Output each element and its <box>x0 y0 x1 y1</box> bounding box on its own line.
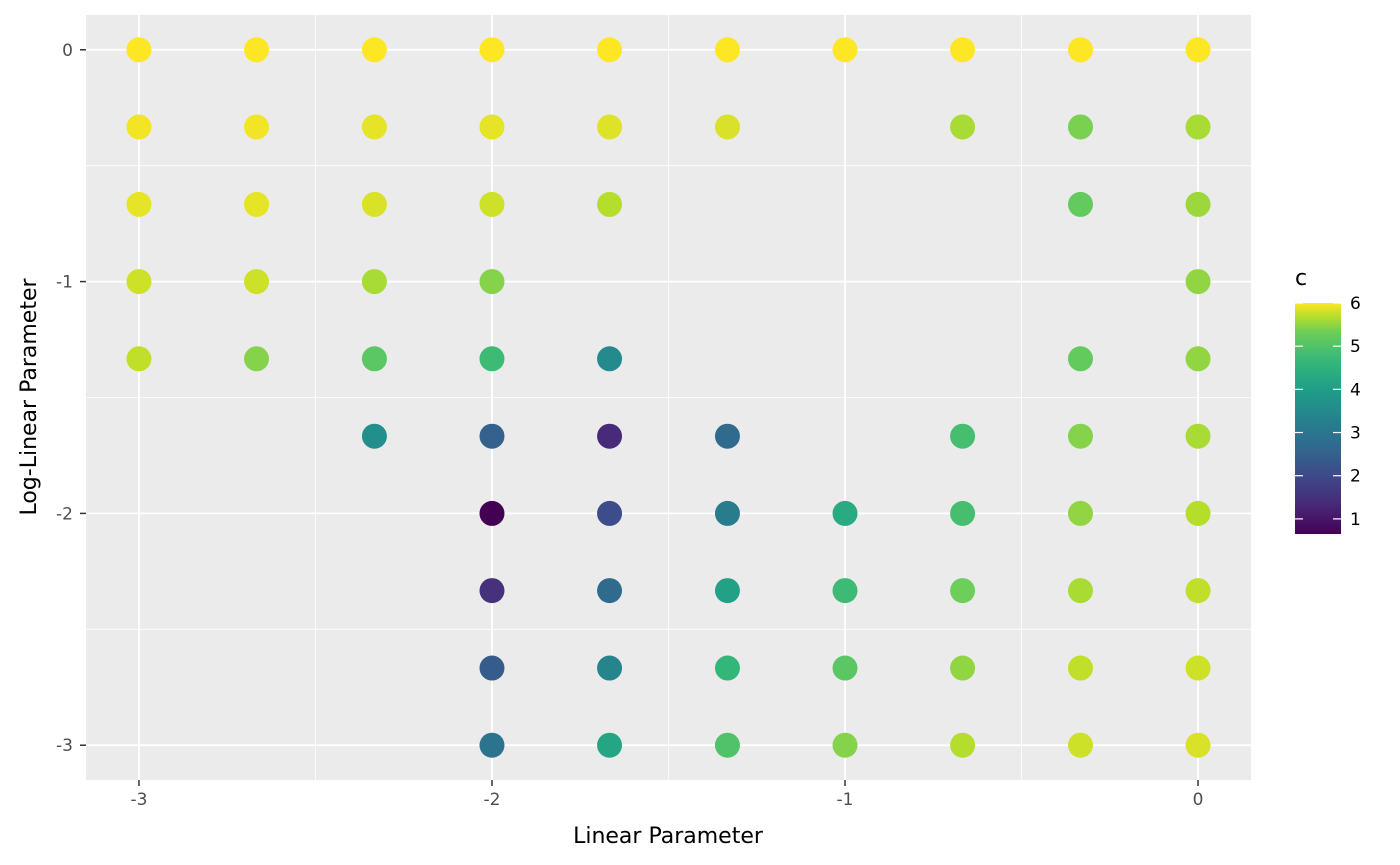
data-point <box>832 655 858 681</box>
data-point <box>126 37 152 63</box>
major-gridlines <box>86 15 1251 780</box>
data-point <box>714 114 740 140</box>
data-point <box>361 114 387 140</box>
data-point <box>361 269 387 295</box>
data-point <box>597 37 623 63</box>
x-tick-label: 0 <box>1193 790 1204 810</box>
data-point <box>479 191 505 217</box>
data-point <box>597 191 623 217</box>
data-point <box>597 423 623 449</box>
data-point <box>1067 578 1093 604</box>
data-point <box>1067 732 1093 758</box>
data-point <box>361 37 387 63</box>
data-point <box>597 346 623 372</box>
data-point <box>361 191 387 217</box>
data-point <box>244 269 270 295</box>
data-point <box>1067 346 1093 372</box>
data-point <box>244 114 270 140</box>
data-point <box>1067 37 1093 63</box>
data-point <box>479 269 505 295</box>
legend-tick-label: 4 <box>1350 380 1361 400</box>
data-point <box>597 500 623 526</box>
data-point <box>1185 655 1211 681</box>
legend-title: c <box>1295 266 1307 291</box>
data-point <box>832 500 858 526</box>
data-point <box>714 578 740 604</box>
x-tick-label: -1 <box>837 790 854 810</box>
data-point <box>1185 269 1211 295</box>
data-point <box>950 500 976 526</box>
data-point <box>714 423 740 449</box>
data-point <box>832 578 858 604</box>
data-point <box>479 732 505 758</box>
legend-tick-label: 5 <box>1350 337 1361 357</box>
data-point <box>1067 423 1093 449</box>
data-point <box>950 423 976 449</box>
data-point <box>1185 578 1211 604</box>
data-point <box>597 655 623 681</box>
data-point <box>832 37 858 63</box>
data-point <box>1185 37 1211 63</box>
data-point <box>714 732 740 758</box>
data-point <box>1185 732 1211 758</box>
legend-tick-label: 2 <box>1350 467 1361 487</box>
data-point <box>479 500 505 526</box>
x-axis-title: Linear Parameter <box>573 824 764 849</box>
data-point <box>714 37 740 63</box>
y-tick-label: 0 <box>62 41 73 61</box>
data-point <box>1185 500 1211 526</box>
data-point <box>126 346 152 372</box>
data-point <box>479 578 505 604</box>
data-points <box>126 37 1211 758</box>
y-axis-ticks: -3 -2 -1 0 <box>56 41 86 756</box>
data-point <box>126 269 152 295</box>
data-point <box>244 346 270 372</box>
data-point <box>832 732 858 758</box>
legend-ticks: 1 2 3 4 5 6 <box>1295 294 1361 530</box>
data-point <box>1185 423 1211 449</box>
legend-tick-label: 6 <box>1350 294 1361 314</box>
data-point <box>714 500 740 526</box>
data-point <box>597 578 623 604</box>
data-point <box>714 655 740 681</box>
data-point <box>1185 346 1211 372</box>
y-tick-label: -1 <box>56 273 73 293</box>
data-point <box>1067 191 1093 217</box>
data-point <box>1067 500 1093 526</box>
y-axis-title: Log-Linear Parameter <box>17 278 42 516</box>
data-point <box>597 114 623 140</box>
x-axis-ticks: -3 -2 -1 0 <box>130 780 1203 810</box>
data-point <box>950 578 976 604</box>
legend-tick-label: 1 <box>1350 510 1361 530</box>
x-tick-label: -3 <box>130 790 147 810</box>
legend-tick-label: 3 <box>1350 424 1361 444</box>
y-tick-label: -2 <box>56 504 73 524</box>
data-point <box>1067 114 1093 140</box>
data-point <box>950 37 976 63</box>
minor-gridlines <box>86 15 1251 780</box>
data-point <box>479 423 505 449</box>
data-point <box>244 37 270 63</box>
data-point <box>1185 114 1211 140</box>
data-point <box>1067 655 1093 681</box>
data-point <box>1185 191 1211 217</box>
data-point <box>479 114 505 140</box>
data-point <box>479 37 505 63</box>
legend-colorbar <box>1295 303 1341 534</box>
data-point <box>479 346 505 372</box>
data-point <box>244 191 270 217</box>
data-point <box>361 346 387 372</box>
data-point <box>950 655 976 681</box>
data-point <box>597 732 623 758</box>
x-tick-label: -2 <box>484 790 501 810</box>
data-point <box>126 191 152 217</box>
data-point <box>479 655 505 681</box>
data-point <box>950 732 976 758</box>
data-point <box>126 114 152 140</box>
data-point <box>950 114 976 140</box>
y-tick-label: -3 <box>56 736 73 756</box>
data-point <box>361 423 387 449</box>
color-legend: c 1 2 3 4 5 6 <box>1295 266 1361 534</box>
